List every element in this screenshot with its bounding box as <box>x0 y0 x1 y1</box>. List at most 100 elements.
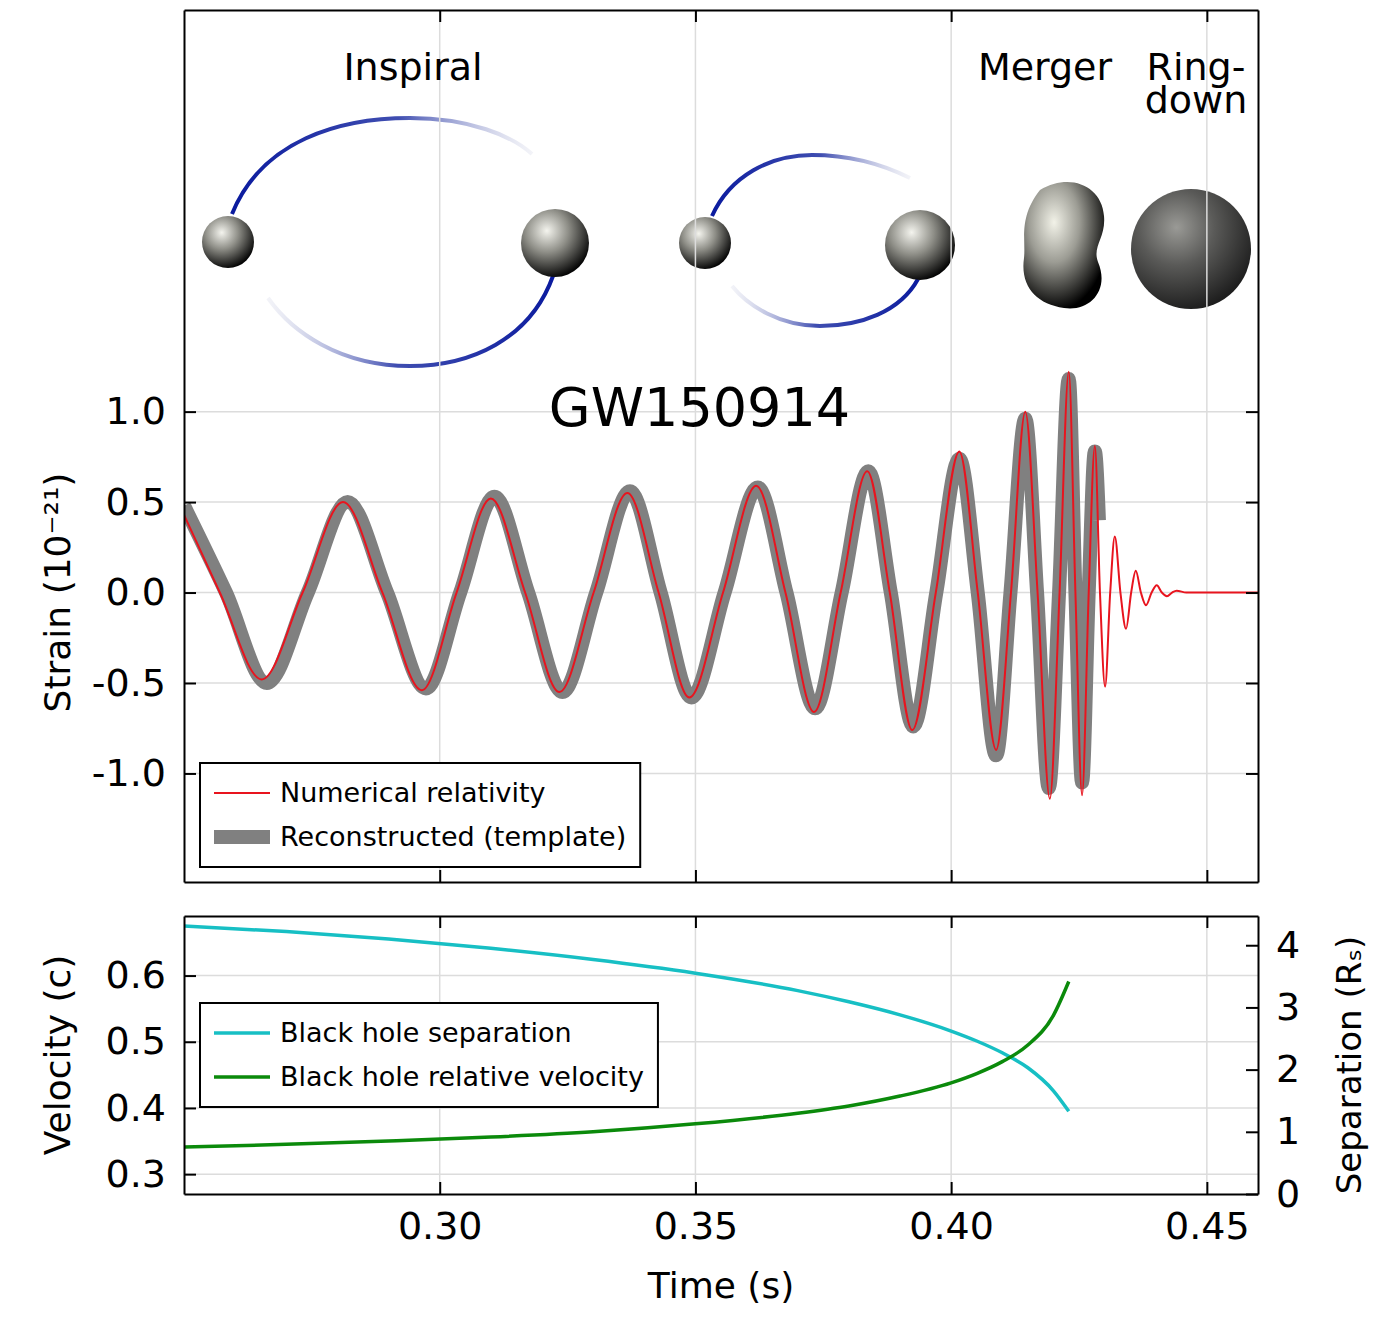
legend-swatch <box>214 792 270 794</box>
tick <box>1207 870 1208 882</box>
series-line <box>184 372 1258 799</box>
y-axis-title: Strain (10⁻²¹) <box>37 473 78 713</box>
tick-mark <box>184 1107 196 1109</box>
tick-label: 2 <box>1276 1047 1300 1091</box>
axis-line <box>184 11 186 883</box>
series-line <box>184 926 1069 1111</box>
tick <box>1207 916 1208 928</box>
tick <box>695 870 696 882</box>
tick-mark <box>1246 1007 1258 1009</box>
plot-data <box>184 926 1069 1147</box>
tick-mark <box>439 1182 441 1194</box>
stage-label: Ring-down <box>1145 45 1248 122</box>
tick <box>951 10 952 22</box>
tick: 1 <box>1246 1109 1300 1153</box>
tick-label: -1.0 <box>92 751 166 795</box>
final-black-hole <box>1131 189 1251 309</box>
tick: 0.0 <box>106 570 196 614</box>
tick: 0.4 <box>106 1086 196 1130</box>
tick-mark <box>184 1041 196 1043</box>
chart-container: -1.0-0.50.00.51.0Strain (10⁻²¹)GW150914I… <box>0 0 1384 1318</box>
tick-label: 0.5 <box>106 1019 166 1063</box>
template-band <box>184 379 1099 788</box>
tick-mark <box>1246 1194 1258 1196</box>
legend-label: Black hole relative velocity <box>280 1061 644 1092</box>
tick-label: 0.0 <box>106 570 166 614</box>
tick-label: 1 <box>1276 1109 1300 1153</box>
tick: 0.40 <box>909 1182 994 1248</box>
tick-mark <box>439 10 441 22</box>
x-axis-mirror <box>185 10 1259 22</box>
tick-label: 0.6 <box>106 953 166 997</box>
tick-mark <box>1206 10 1208 22</box>
axis-line <box>184 917 186 1195</box>
axis-line <box>185 882 1259 884</box>
tick <box>440 870 441 882</box>
x-axis: 0.300.350.400.45 <box>185 1182 1259 1248</box>
tick-mark <box>695 1182 697 1194</box>
tick: 0 <box>1246 1172 1300 1216</box>
legend: Numerical relativityReconstructed (templ… <box>200 763 640 867</box>
tick-mark <box>1246 1069 1258 1071</box>
y-axis-title: Velocity (c) <box>37 955 78 1156</box>
black-hole <box>679 217 731 269</box>
black-hole <box>521 209 589 277</box>
figure: -1.0-0.50.00.51.0Strain (10⁻²¹)GW150914I… <box>0 0 1384 1318</box>
tick-mark <box>184 975 196 977</box>
orbit-trail <box>712 155 910 216</box>
tick-label: 0.40 <box>909 1204 994 1248</box>
tick: 0.5 <box>106 1019 196 1063</box>
tick-label: 0.3 <box>106 1152 166 1196</box>
tick-label: 0 <box>1276 1172 1300 1216</box>
tick: 0.30 <box>398 1182 483 1248</box>
grid-line <box>1206 916 1208 1194</box>
y2-axis: 0 1 2 3 4 <box>1246 917 1300 1216</box>
tick <box>1246 773 1258 774</box>
y-axis: 0.3 0.4 0.5 0.6 <box>106 917 196 1196</box>
black-hole <box>885 210 955 280</box>
tick: 3 <box>1246 985 1300 1029</box>
tick-label: 0.35 <box>654 1204 739 1248</box>
tick: 0.35 <box>654 1182 739 1248</box>
stage-label: Merger <box>978 45 1113 89</box>
legend-box <box>200 763 640 867</box>
tick <box>1246 683 1258 684</box>
tick <box>1207 10 1208 22</box>
tick-mark <box>184 592 196 594</box>
x-axis <box>185 870 1259 883</box>
grid-line <box>695 916 697 1194</box>
tick <box>951 870 952 882</box>
tick <box>951 916 952 928</box>
tick-mark <box>1246 682 1258 684</box>
tick: 2 <box>1246 1047 1300 1091</box>
black-hole <box>202 216 254 268</box>
tick-mark <box>951 10 953 22</box>
grid-line <box>950 10 952 882</box>
tick-mark <box>951 1182 953 1194</box>
tick-mark <box>695 10 697 22</box>
axis-line <box>185 1194 1259 1196</box>
legend-swatch <box>214 830 270 844</box>
x-axis-mirror <box>185 916 1259 928</box>
axis-line <box>1258 917 1260 1195</box>
orbit-trail <box>232 118 532 214</box>
tick <box>1246 502 1258 503</box>
tick-mark <box>695 916 697 928</box>
tick: 0.5 <box>106 480 196 524</box>
tick-mark <box>1206 870 1208 882</box>
tick: 4 <box>1246 923 1300 967</box>
tick-mark <box>1246 945 1258 947</box>
grid-line <box>695 10 697 882</box>
tick-mark <box>1246 592 1258 594</box>
tick-mark <box>184 773 196 775</box>
y2-axis-title: Separation (Rₛ) <box>1329 936 1369 1195</box>
chart-title: GW150914 <box>549 376 850 439</box>
tick-label: 0.4 <box>106 1086 166 1130</box>
legend-label: Numerical relativity <box>280 777 546 808</box>
tick-label: 1.0 <box>106 389 166 433</box>
tick-mark <box>184 502 196 504</box>
grid-line <box>184 682 1258 684</box>
tick-label: 3 <box>1276 985 1300 1029</box>
x-axis-title: Time (s) <box>647 1265 794 1306</box>
series-line <box>184 982 1069 1147</box>
